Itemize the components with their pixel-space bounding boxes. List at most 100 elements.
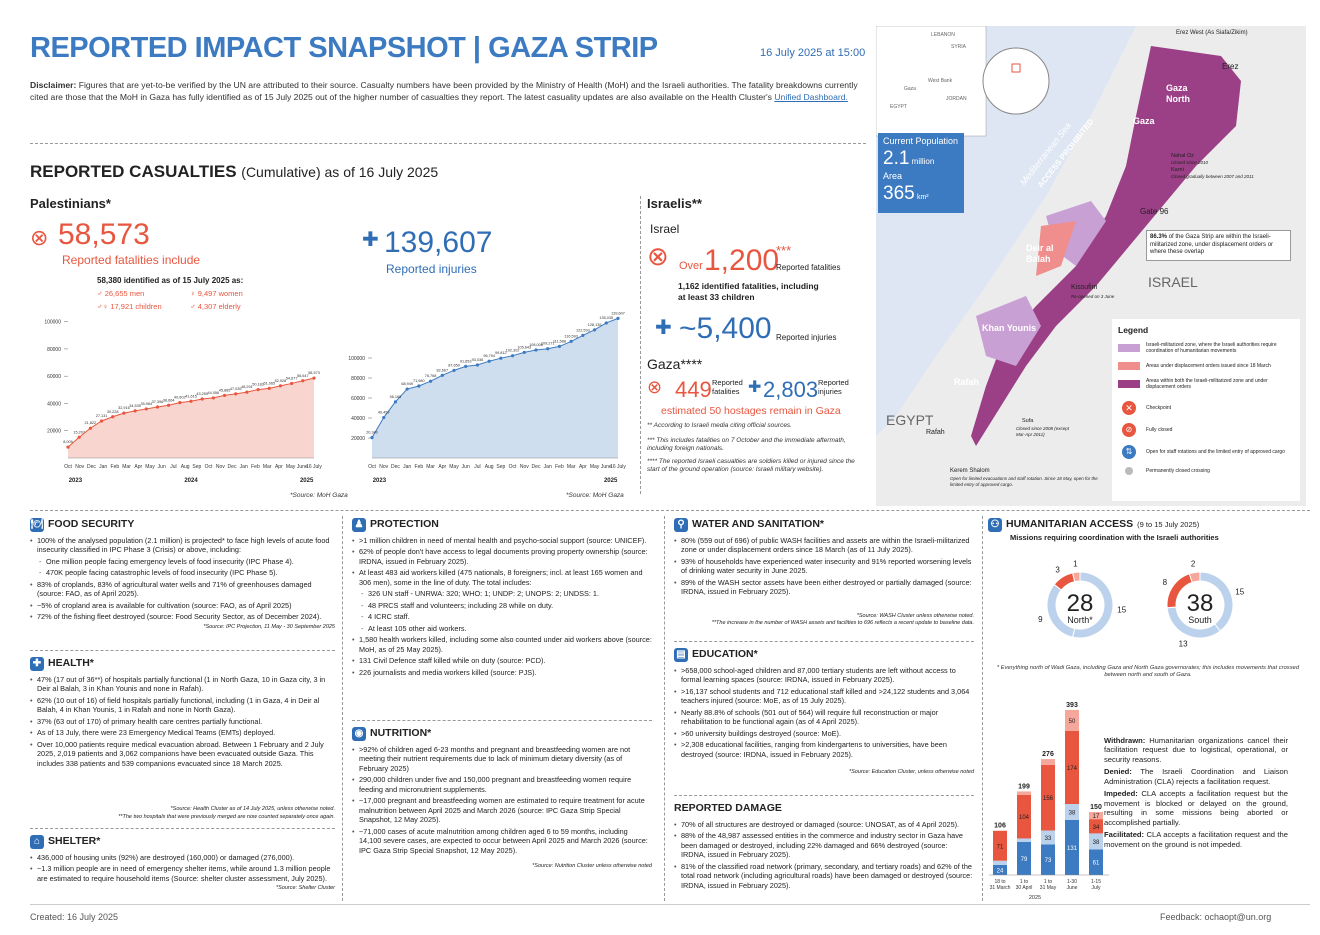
protection-heading: ♟ PROTECTION: [352, 518, 652, 532]
wash-heading: ⚲ WATER AND SANITATION*: [674, 518, 974, 532]
list-item: 81% of the classified road network (prim…: [674, 862, 974, 890]
def-impeded-label: Impeded:: [1104, 789, 1138, 799]
legend-item-militarized: Israeli-militarized zone, where the Isra…: [1118, 342, 1294, 355]
data-label: 91,653: [460, 359, 472, 363]
donut-title: South: [1188, 615, 1212, 625]
label-nahal-oz-note: Closed since 2010: [1171, 160, 1209, 165]
bar-total: 150: [1090, 804, 1102, 811]
data-label: 111,588: [553, 339, 566, 343]
map-note-text: of the Gaza Strip are within the Israeli…: [1150, 234, 1274, 255]
list-item: 290,000 children under five and 150,000 …: [352, 775, 652, 794]
data-point: [267, 386, 271, 390]
y-tick-label: 20000: [351, 436, 365, 442]
israel-identified: 1,162 identified fatalities, including a…: [678, 281, 819, 302]
israel-injuries-label: Reported injuries: [776, 333, 837, 342]
legend-item-permanent: Permanently closed crossing: [1118, 466, 1294, 475]
map-note-box: 86.3% of the Gaza Strip are within the I…: [1146, 230, 1291, 261]
bar-segment: [1089, 849, 1103, 875]
data-label: 38,664: [163, 398, 175, 402]
bar-segment-label: 156: [1043, 796, 1054, 802]
israel-label: Israel: [650, 222, 680, 236]
data-point: [393, 400, 398, 404]
year-label: 2023: [373, 478, 387, 484]
bar-segment-label: 131: [1067, 846, 1078, 852]
bar-segment: [1089, 819, 1103, 834]
bar-segment: [1017, 791, 1031, 795]
list-item: 47% (17 out of 36**) of hospitals partia…: [30, 675, 335, 694]
data-label: 122,593: [576, 328, 590, 332]
protection-title: PROTECTION: [370, 518, 439, 531]
label-gaza: Gaza: [1133, 116, 1155, 126]
unified-dashboard-link[interactable]: Unified Dashboard.: [774, 91, 848, 102]
def-withdrawn: Withdrawn: Humanitarian organizations ca…: [1104, 736, 1288, 764]
inset-label-egypt: EGYPT: [890, 104, 907, 110]
donut-label: 9: [1038, 615, 1043, 624]
list-item: >92% of children aged 6-23 months and pr…: [352, 745, 652, 773]
bar-segment-label: 104: [1019, 815, 1030, 821]
divider: [674, 795, 974, 796]
area-fill: [372, 318, 618, 458]
legend-swatch: [1118, 362, 1140, 371]
divider: [674, 641, 974, 642]
fatalities-label: Reported fatalities include: [62, 253, 201, 267]
report-date: 16 July 2025 at 15:00: [760, 47, 866, 59]
divider: [30, 650, 335, 651]
x-tick-label: Nov: [379, 464, 388, 470]
bar-segment: [1065, 730, 1079, 805]
data-point: [464, 364, 468, 368]
y-tick-label: 80000: [47, 347, 61, 353]
donut-label: 15: [1235, 587, 1244, 596]
data-point: [534, 348, 538, 352]
list-item: ~5% of cropland area is available for cu…: [30, 601, 335, 611]
globe-marker: [1011, 63, 1021, 73]
fatalities-number: 58,573: [58, 218, 150, 251]
data-point: [245, 390, 249, 394]
data-point: [144, 407, 148, 411]
nutrition-panel: ◉ NUTRITION* >92% of children aged 6-23 m…: [352, 727, 652, 870]
inset-map: [876, 26, 987, 137]
x-tick-label: Jun: [462, 464, 470, 470]
israel-fatalities-label: Reported fatalities: [776, 263, 841, 272]
bar-segment: [1065, 709, 1079, 731]
food-security-heading: 🍽 FOOD SECURITY: [30, 518, 335, 532]
wash-title: WATER AND SANITATION*: [692, 518, 825, 531]
bar-year-label: 2025: [1029, 895, 1041, 901]
data-point: [569, 339, 573, 344]
x-tick-label: Mar: [426, 464, 435, 470]
data-point: [440, 373, 444, 377]
x-tick-label: Dec: [391, 464, 400, 470]
wash-source: *Source: WASH Cluster unless otherwise n…: [856, 612, 974, 619]
def-facilitated-label: Facilitated:: [1104, 830, 1145, 840]
donut-slice: [1072, 571, 1081, 583]
label-sufa-note: Closed since 2008 (except Mar-Apr 2011): [1016, 426, 1070, 437]
data-point: [546, 347, 550, 351]
data-point: [77, 435, 81, 439]
donut-title: North*: [1067, 615, 1093, 625]
health-source: *Source: Health Cluster as of 14 July 20…: [170, 806, 335, 813]
inset-label-syria: SYRIA: [951, 44, 967, 50]
x-tick-label: Jan: [99, 464, 107, 470]
donut-total: 28: [1067, 590, 1094, 617]
donut-label: 15: [1117, 606, 1126, 615]
access-heading: ⚇ HUMANITARIAN ACCESS (9 to 15 July 2025): [988, 518, 1308, 532]
data-label: 102,302: [506, 349, 520, 353]
data-point: [256, 387, 260, 392]
list-item: 100% of the analysed population (2.1 mil…: [30, 536, 335, 555]
data-label: 34,535: [129, 404, 141, 408]
data-point: [417, 384, 421, 388]
list-item: 83% of croplands, 83% of agricultural wa…: [30, 580, 335, 599]
def-denied-label: Denied:: [1104, 767, 1132, 777]
y-tick-label: 60000: [351, 396, 365, 402]
def-denied: Denied: The Israeli Coordination and Lia…: [1104, 767, 1288, 786]
label-karni: Karni: [1171, 167, 1184, 173]
data-point: [122, 411, 126, 415]
x-tick-label: Mar: [567, 464, 576, 470]
list-item: 88% of the 48,987 assessed entities in t…: [674, 831, 974, 859]
legend-text: Fully closed: [1146, 426, 1173, 433]
gaza-injuries-label: Reported injuries: [818, 378, 849, 397]
donut-label: 13: [1179, 639, 1188, 648]
palestinians-label: Palestinians*: [30, 196, 111, 211]
donut-label: 8: [1163, 578, 1168, 587]
divider: [30, 828, 335, 829]
gaza-fatalities: 449: [675, 377, 712, 402]
